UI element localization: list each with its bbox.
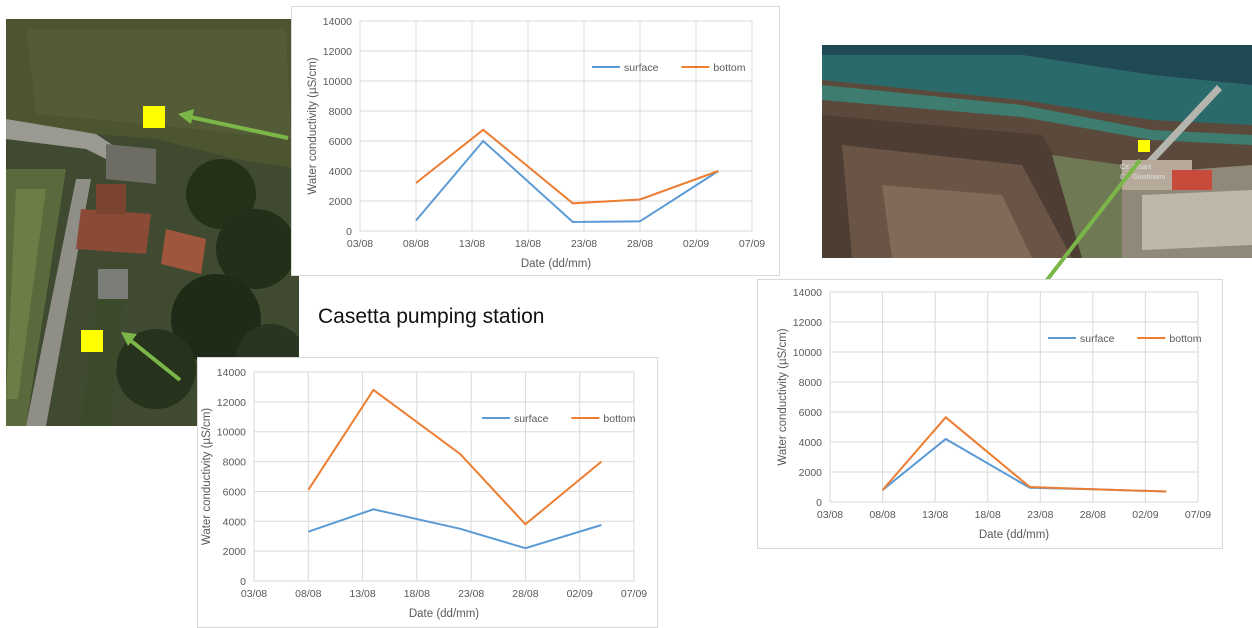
y-tick-label: 12000: [217, 397, 246, 409]
sample-marker-right: [1138, 140, 1150, 152]
y-axis-title: Water conductivity (µS/cm): [307, 57, 319, 194]
satellite-image-icon: Ca' Pisani Ca' Giustiniani: [822, 45, 1252, 258]
x-tick-label: 13/08: [922, 509, 948, 521]
chart-right-svg: 03/08 08/08 13/08 18/08 23/08 28/08 02/09 07/09…: [777, 287, 1211, 541]
x-tick-label: 28/08: [627, 238, 653, 250]
series-line-bottom: [881, 415, 1167, 493]
series-line-surface: [415, 139, 719, 224]
x-tick-label: 28/08: [1080, 509, 1106, 521]
y-tick-label: 2000: [223, 546, 247, 558]
legend-label-surface: surface: [624, 62, 659, 74]
series-line-bottom: [415, 128, 719, 205]
x-tick-label: 03/08: [241, 588, 267, 600]
satellite-image-icon: [6, 19, 299, 426]
y-tick-label: 2000: [329, 196, 353, 208]
y-tick-label: 6000: [799, 407, 823, 419]
x-tick-label: 08/08: [295, 588, 321, 600]
aerial-photo-coastal-fields: Ca' Pisani Ca' Giustiniani: [822, 45, 1252, 258]
x-tick-label: 08/08: [869, 509, 895, 521]
chart-right: 03/08 08/08 13/08 18/08 23/08 28/08 02/09 07/09…: [757, 279, 1223, 549]
x-axis-title: Date (dd/mm): [409, 608, 479, 620]
y-tick-label: 8000: [223, 457, 247, 469]
y-tick-label: 12000: [323, 46, 352, 58]
arrow-top: [178, 109, 289, 140]
x-tick-label: 23/08: [571, 238, 597, 250]
x-tick-label: 28/08: [512, 588, 538, 600]
x-tick-label: 13/08: [459, 238, 485, 250]
y-tick-label: 14000: [793, 287, 822, 299]
x-tick-label: 07/09: [739, 238, 765, 250]
x-tick-label: 07/09: [621, 588, 647, 600]
y-tick-label: 4000: [329, 166, 353, 178]
x-tick-label: 23/08: [458, 588, 484, 600]
chart-bottom-svg: 03/08 08/08 13/08 18/08 23/08 28/08 02/09 07/09…: [201, 367, 647, 620]
x-tick-label: 13/08: [349, 588, 375, 600]
series-line-surface: [307, 508, 602, 550]
arrow-bottom: [121, 332, 182, 382]
x-tick-label: 03/08: [347, 238, 373, 250]
legend-label-bottom: bottom: [1169, 333, 1201, 345]
sample-marker-top: [143, 106, 165, 128]
y-tick-label: 0: [816, 497, 822, 509]
x-tick-label: 18/08: [975, 509, 1001, 521]
map-label-2: Ca' Giustiniani: [1120, 174, 1165, 181]
y-tick-label: 10000: [217, 427, 246, 439]
legend-label-bottom: bottom: [603, 413, 635, 425]
legend-label-bottom: bottom: [713, 62, 745, 74]
sample-marker-bottom: [81, 330, 103, 352]
aerial-photo-pumping-station: [6, 19, 299, 426]
y-tick-label: 0: [240, 576, 246, 588]
y-tick-label: 6000: [329, 136, 353, 148]
y-tick-label: 4000: [223, 516, 247, 528]
x-tick-label: 23/08: [1027, 509, 1053, 521]
legend-label-surface: surface: [1080, 333, 1115, 345]
y-tick-label: 0: [346, 226, 352, 238]
y-tick-label: 8000: [799, 377, 823, 389]
arrow-right: [1031, 158, 1142, 300]
y-tick-label: 14000: [217, 367, 246, 379]
chart-top: 03/08 08/08 13/08 18/08 23/08 28/08 02/09 07/09…: [291, 6, 780, 276]
y-tick-label: 10000: [323, 76, 352, 88]
chart-top-svg: 03/08 08/08 13/08 18/08 23/08 28/08 02/09 07/09…: [307, 16, 765, 270]
x-tick-label: 08/08: [403, 238, 429, 250]
legend-label-surface: surface: [514, 413, 549, 425]
y-tick-label: 10000: [793, 347, 822, 359]
y-tick-label: 4000: [799, 437, 823, 449]
x-axis-title: Date (dd/mm): [521, 258, 591, 270]
caption: Casetta pumping station: [318, 305, 545, 328]
series-line-bottom: [307, 388, 603, 526]
y-tick-label: 12000: [793, 317, 822, 329]
x-tick-label: 18/08: [515, 238, 541, 250]
y-axis-title: Water conductivity (µS/cm): [777, 328, 789, 465]
y-axis-title: Water conductivity (µS/cm): [201, 408, 213, 545]
x-tick-label: 02/09: [1132, 509, 1158, 521]
y-tick-label: 2000: [799, 467, 823, 479]
x-tick-label: 18/08: [404, 588, 430, 600]
y-tick-label: 14000: [323, 16, 352, 28]
y-tick-label: 6000: [223, 486, 247, 498]
x-tick-label: 07/09: [1185, 509, 1211, 521]
x-tick-label: 03/08: [817, 509, 843, 521]
x-tick-label: 02/09: [683, 238, 709, 250]
chart-bottom: 03/08 08/08 13/08 18/08 23/08 28/08 02/09 07/09…: [197, 357, 658, 628]
x-axis-title: Date (dd/mm): [979, 529, 1049, 541]
y-tick-label: 8000: [329, 106, 353, 118]
x-tick-label: 02/09: [567, 588, 593, 600]
